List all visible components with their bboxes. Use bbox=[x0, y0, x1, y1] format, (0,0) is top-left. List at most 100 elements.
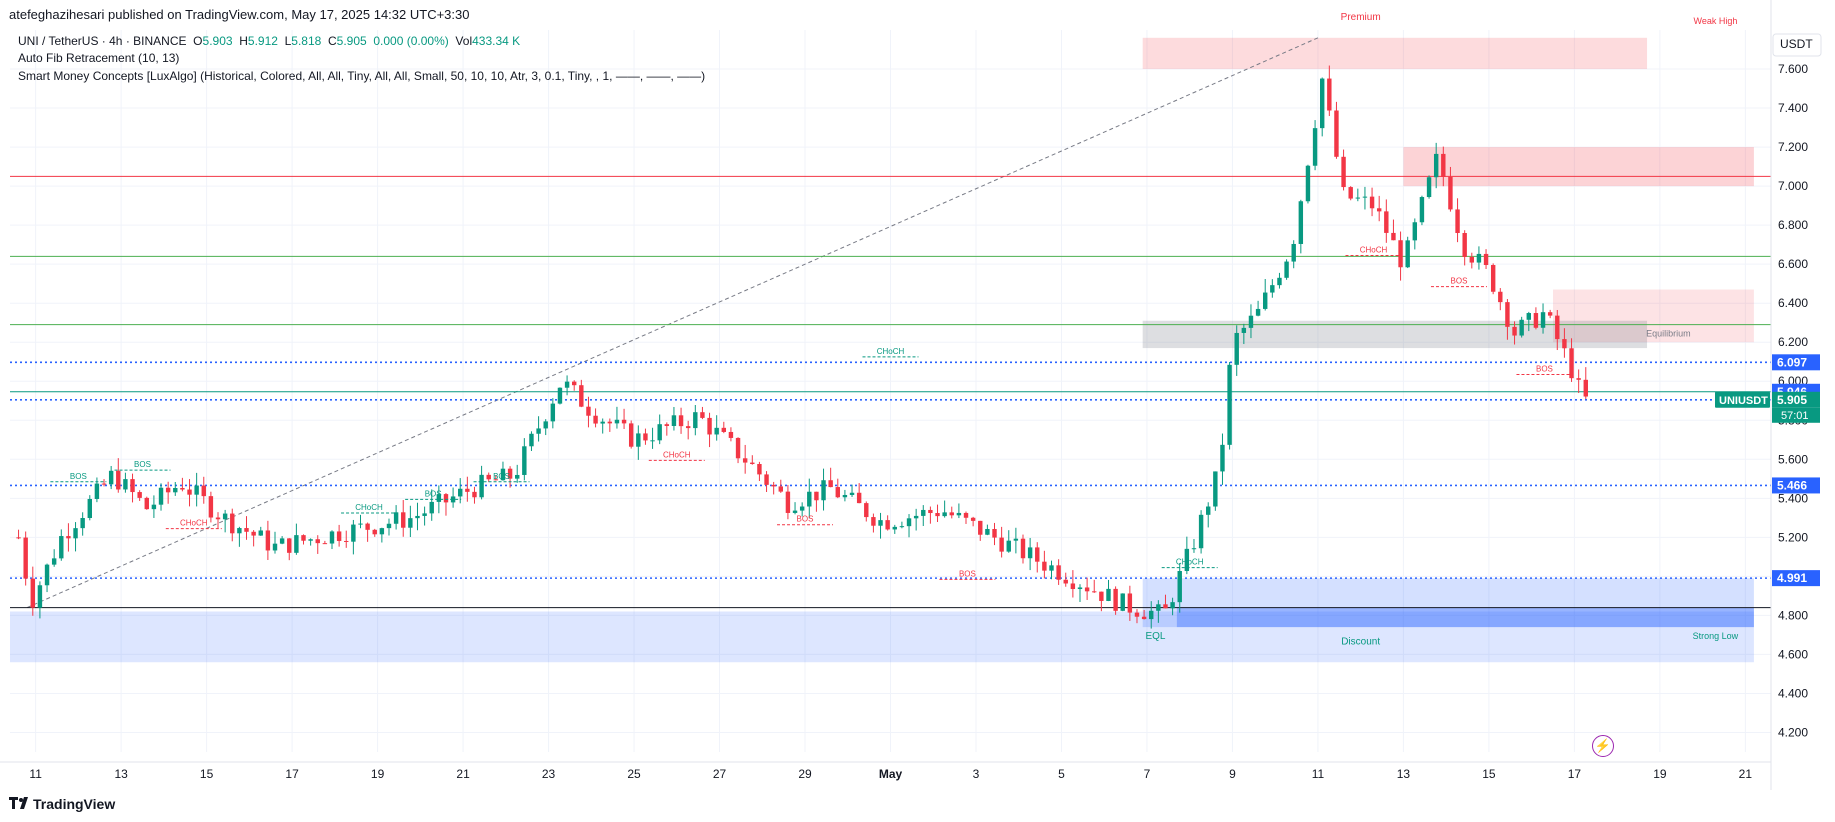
candle-body bbox=[1070, 583, 1076, 590]
symbol-title[interactable]: UNI / TetherUS · 4h · BINANCE bbox=[18, 34, 187, 48]
candle-body bbox=[1113, 588, 1118, 611]
candle-body bbox=[849, 492, 855, 495]
candle-body bbox=[1035, 547, 1040, 562]
candle-body bbox=[600, 421, 605, 424]
open-value: 5.903 bbox=[202, 34, 233, 48]
y-tick-label: 7.400 bbox=[1778, 101, 1808, 115]
candle-body bbox=[1441, 153, 1446, 177]
candle-body bbox=[294, 535, 299, 553]
structure-label: BOS bbox=[493, 472, 510, 481]
lightning-icon[interactable]: ⚡ bbox=[1592, 735, 1614, 757]
candle-body bbox=[365, 523, 370, 530]
candle-body bbox=[336, 531, 342, 541]
candle-body bbox=[1277, 277, 1282, 286]
candle-body bbox=[885, 520, 890, 530]
candle-body bbox=[864, 503, 869, 518]
x-tick-label: 19 bbox=[1653, 767, 1667, 781]
candle-body bbox=[586, 406, 591, 416]
candle-body bbox=[130, 479, 135, 493]
candle-body bbox=[1291, 243, 1296, 262]
candle-body bbox=[251, 531, 256, 536]
candle-body bbox=[1141, 616, 1147, 620]
candle-body bbox=[173, 487, 178, 493]
candle-body bbox=[515, 474, 520, 479]
candle-body bbox=[272, 543, 278, 551]
candle-body bbox=[1362, 196, 1368, 198]
zone-label: Weak High bbox=[1694, 16, 1738, 26]
candle-body bbox=[735, 437, 741, 459]
indicator-fib[interactable]: Auto Fib Retracement (10, 13) bbox=[18, 51, 180, 65]
candle-body bbox=[1042, 561, 1047, 571]
candle-body bbox=[678, 415, 684, 427]
candle-body bbox=[978, 520, 983, 535]
candle-body bbox=[607, 421, 613, 424]
symbol-tag-label: UNIUSDT bbox=[1719, 395, 1768, 407]
time-axis[interactable]: 11 13 15 17 19 21 23 25 27 29 May 3 5 7 9 11 13 15 17 19 21 bbox=[0, 761, 1771, 781]
candle-body bbox=[1049, 565, 1054, 571]
close-label: C bbox=[327, 34, 337, 48]
candle-body bbox=[1134, 612, 1140, 617]
change-value: 0.000 (0.00%) bbox=[373, 34, 449, 48]
candle-body bbox=[1263, 292, 1268, 309]
candle-body bbox=[807, 491, 812, 507]
candle-body bbox=[1191, 548, 1197, 550]
candle-body bbox=[1526, 313, 1531, 320]
candle-body bbox=[1020, 538, 1026, 559]
price-axis[interactable]: 4.2004.4004.6004.8005.0005.2005.4005.600… bbox=[1715, 0, 1822, 790]
candle-body bbox=[201, 485, 206, 497]
price-tag-label: 5.905 bbox=[1777, 393, 1807, 407]
candle-body bbox=[73, 528, 78, 539]
candle-body bbox=[408, 518, 413, 528]
candle-body bbox=[123, 479, 128, 490]
candle-body bbox=[507, 468, 513, 479]
candle-body bbox=[1462, 232, 1467, 257]
candle-body bbox=[322, 543, 328, 545]
structure-label: CHoCH bbox=[1176, 558, 1204, 567]
candle-body bbox=[728, 431, 734, 438]
candle-body bbox=[1369, 196, 1375, 209]
candle-body bbox=[700, 412, 705, 418]
candle-body bbox=[344, 540, 349, 542]
candle-body bbox=[1426, 177, 1432, 198]
candle-body bbox=[1220, 444, 1225, 472]
price-tag bbox=[1772, 570, 1820, 587]
candle-body bbox=[750, 462, 755, 464]
candle-body bbox=[785, 491, 791, 513]
tradingview-brand: TradingView bbox=[33, 796, 116, 812]
candle-body bbox=[529, 433, 534, 447]
candle-body bbox=[771, 484, 776, 487]
low-label: L bbox=[284, 34, 292, 48]
candle-body bbox=[949, 512, 954, 516]
symbol-legend[interactable]: UNI / TetherUS · 4h · BINANCE O5.903 H5.… bbox=[18, 34, 520, 48]
x-tick-label: 15 bbox=[1482, 767, 1496, 781]
indicator-smc[interactable]: Smart Money Concepts [LuxAlgo] (Historic… bbox=[18, 69, 706, 83]
candle-body bbox=[878, 520, 883, 526]
candle-body bbox=[757, 463, 762, 475]
candle-body bbox=[778, 486, 784, 492]
candle-body bbox=[842, 494, 848, 498]
candle-body bbox=[1006, 540, 1011, 552]
candle-body bbox=[1490, 265, 1496, 292]
candle-body bbox=[1305, 165, 1311, 202]
candle-body bbox=[799, 506, 805, 511]
price-tag bbox=[1772, 354, 1820, 371]
candle-body bbox=[1391, 232, 1396, 241]
candles bbox=[16, 65, 1588, 629]
candle-body bbox=[1405, 240, 1410, 268]
candle-body bbox=[835, 487, 840, 498]
tradingview-logo[interactable]: TradingView bbox=[9, 796, 115, 812]
candle-body bbox=[137, 492, 142, 498]
candle-body bbox=[643, 433, 648, 441]
candle-body bbox=[550, 403, 556, 422]
candle-body bbox=[415, 515, 420, 519]
candle-body bbox=[1120, 593, 1125, 611]
candle-body bbox=[37, 585, 43, 608]
structure-label: CHoCH bbox=[355, 503, 383, 512]
volume-label: Vol bbox=[455, 34, 473, 48]
candle-body bbox=[828, 480, 833, 488]
candle-body bbox=[1156, 604, 1161, 611]
candle-body bbox=[1512, 326, 1517, 336]
fib-trend-line bbox=[26, 37, 1319, 609]
structure-label: BOS bbox=[1451, 277, 1468, 286]
